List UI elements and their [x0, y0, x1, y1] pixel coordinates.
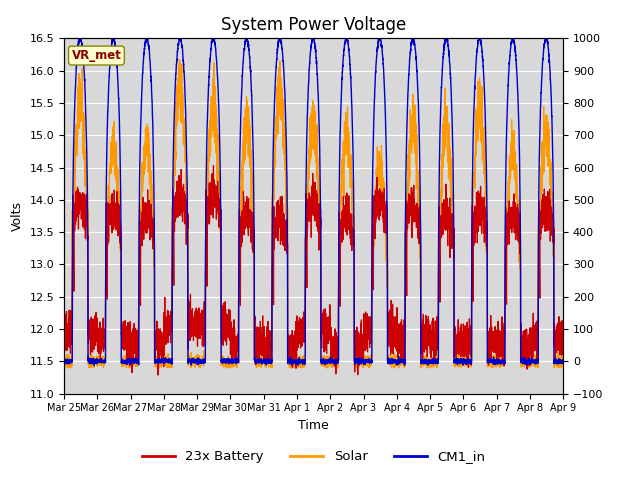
Legend: 23x Battery, Solar, CM1_in: 23x Battery, Solar, CM1_in: [136, 445, 491, 468]
Title: System Power Voltage: System Power Voltage: [221, 16, 406, 34]
Y-axis label: Volts: Volts: [11, 201, 24, 231]
X-axis label: Time: Time: [298, 419, 329, 432]
Text: VR_met: VR_met: [72, 49, 122, 62]
